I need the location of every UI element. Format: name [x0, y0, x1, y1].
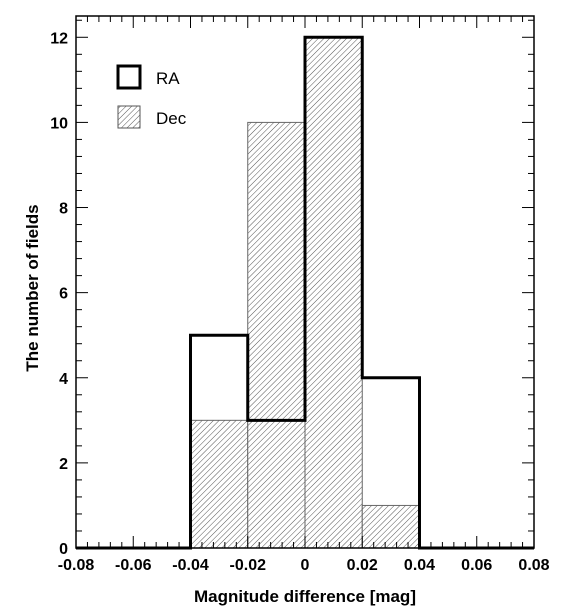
dec-bar — [361, 504, 420, 549]
dec-bar — [247, 121, 306, 549]
dec-bar — [304, 36, 363, 549]
legend: RA Dec — [116, 64, 187, 129]
axis-tick-labels: -0.08 -0.06 -0.04 -0.02 0 0.02 0.04 0.06 0.08 0 2 4… — [50, 30, 549, 574]
y-tick-label: 4 — [59, 371, 68, 388]
x-tick-label: 0.06 — [461, 557, 492, 574]
x-tick-label: 0.08 — [518, 557, 549, 574]
x-tick-label: -0.06 — [115, 557, 152, 574]
x-tick-label: 0 — [301, 557, 310, 574]
ra-series-outline — [76, 35, 534, 550]
x-tick-label: 0.04 — [404, 557, 435, 574]
y-tick-label: 8 — [59, 201, 68, 218]
legend-ra-label: RA — [156, 69, 180, 88]
dec-bar — [190, 419, 249, 549]
y-tick-label: 6 — [59, 286, 68, 303]
axis-ticks — [75, 16, 535, 549]
y-tick-label: 10 — [50, 115, 68, 132]
y-tick-label: 12 — [50, 30, 68, 47]
x-tick-label: -0.02 — [230, 557, 267, 574]
x-tick-label: 0.02 — [347, 557, 378, 574]
x-axis-title: Magnitude difference [mag] — [194, 587, 416, 606]
x-tick-label: -0.08 — [58, 557, 95, 574]
y-axis-title: The number of fields — [23, 204, 42, 371]
legend-dec-swatch — [117, 105, 141, 129]
legend-dec-label: Dec — [156, 109, 187, 128]
x-tick-label: -0.04 — [172, 557, 209, 574]
y-tick-label: 2 — [59, 456, 68, 473]
legend-ra-swatch — [116, 64, 142, 90]
y-tick-label: 0 — [59, 541, 68, 558]
